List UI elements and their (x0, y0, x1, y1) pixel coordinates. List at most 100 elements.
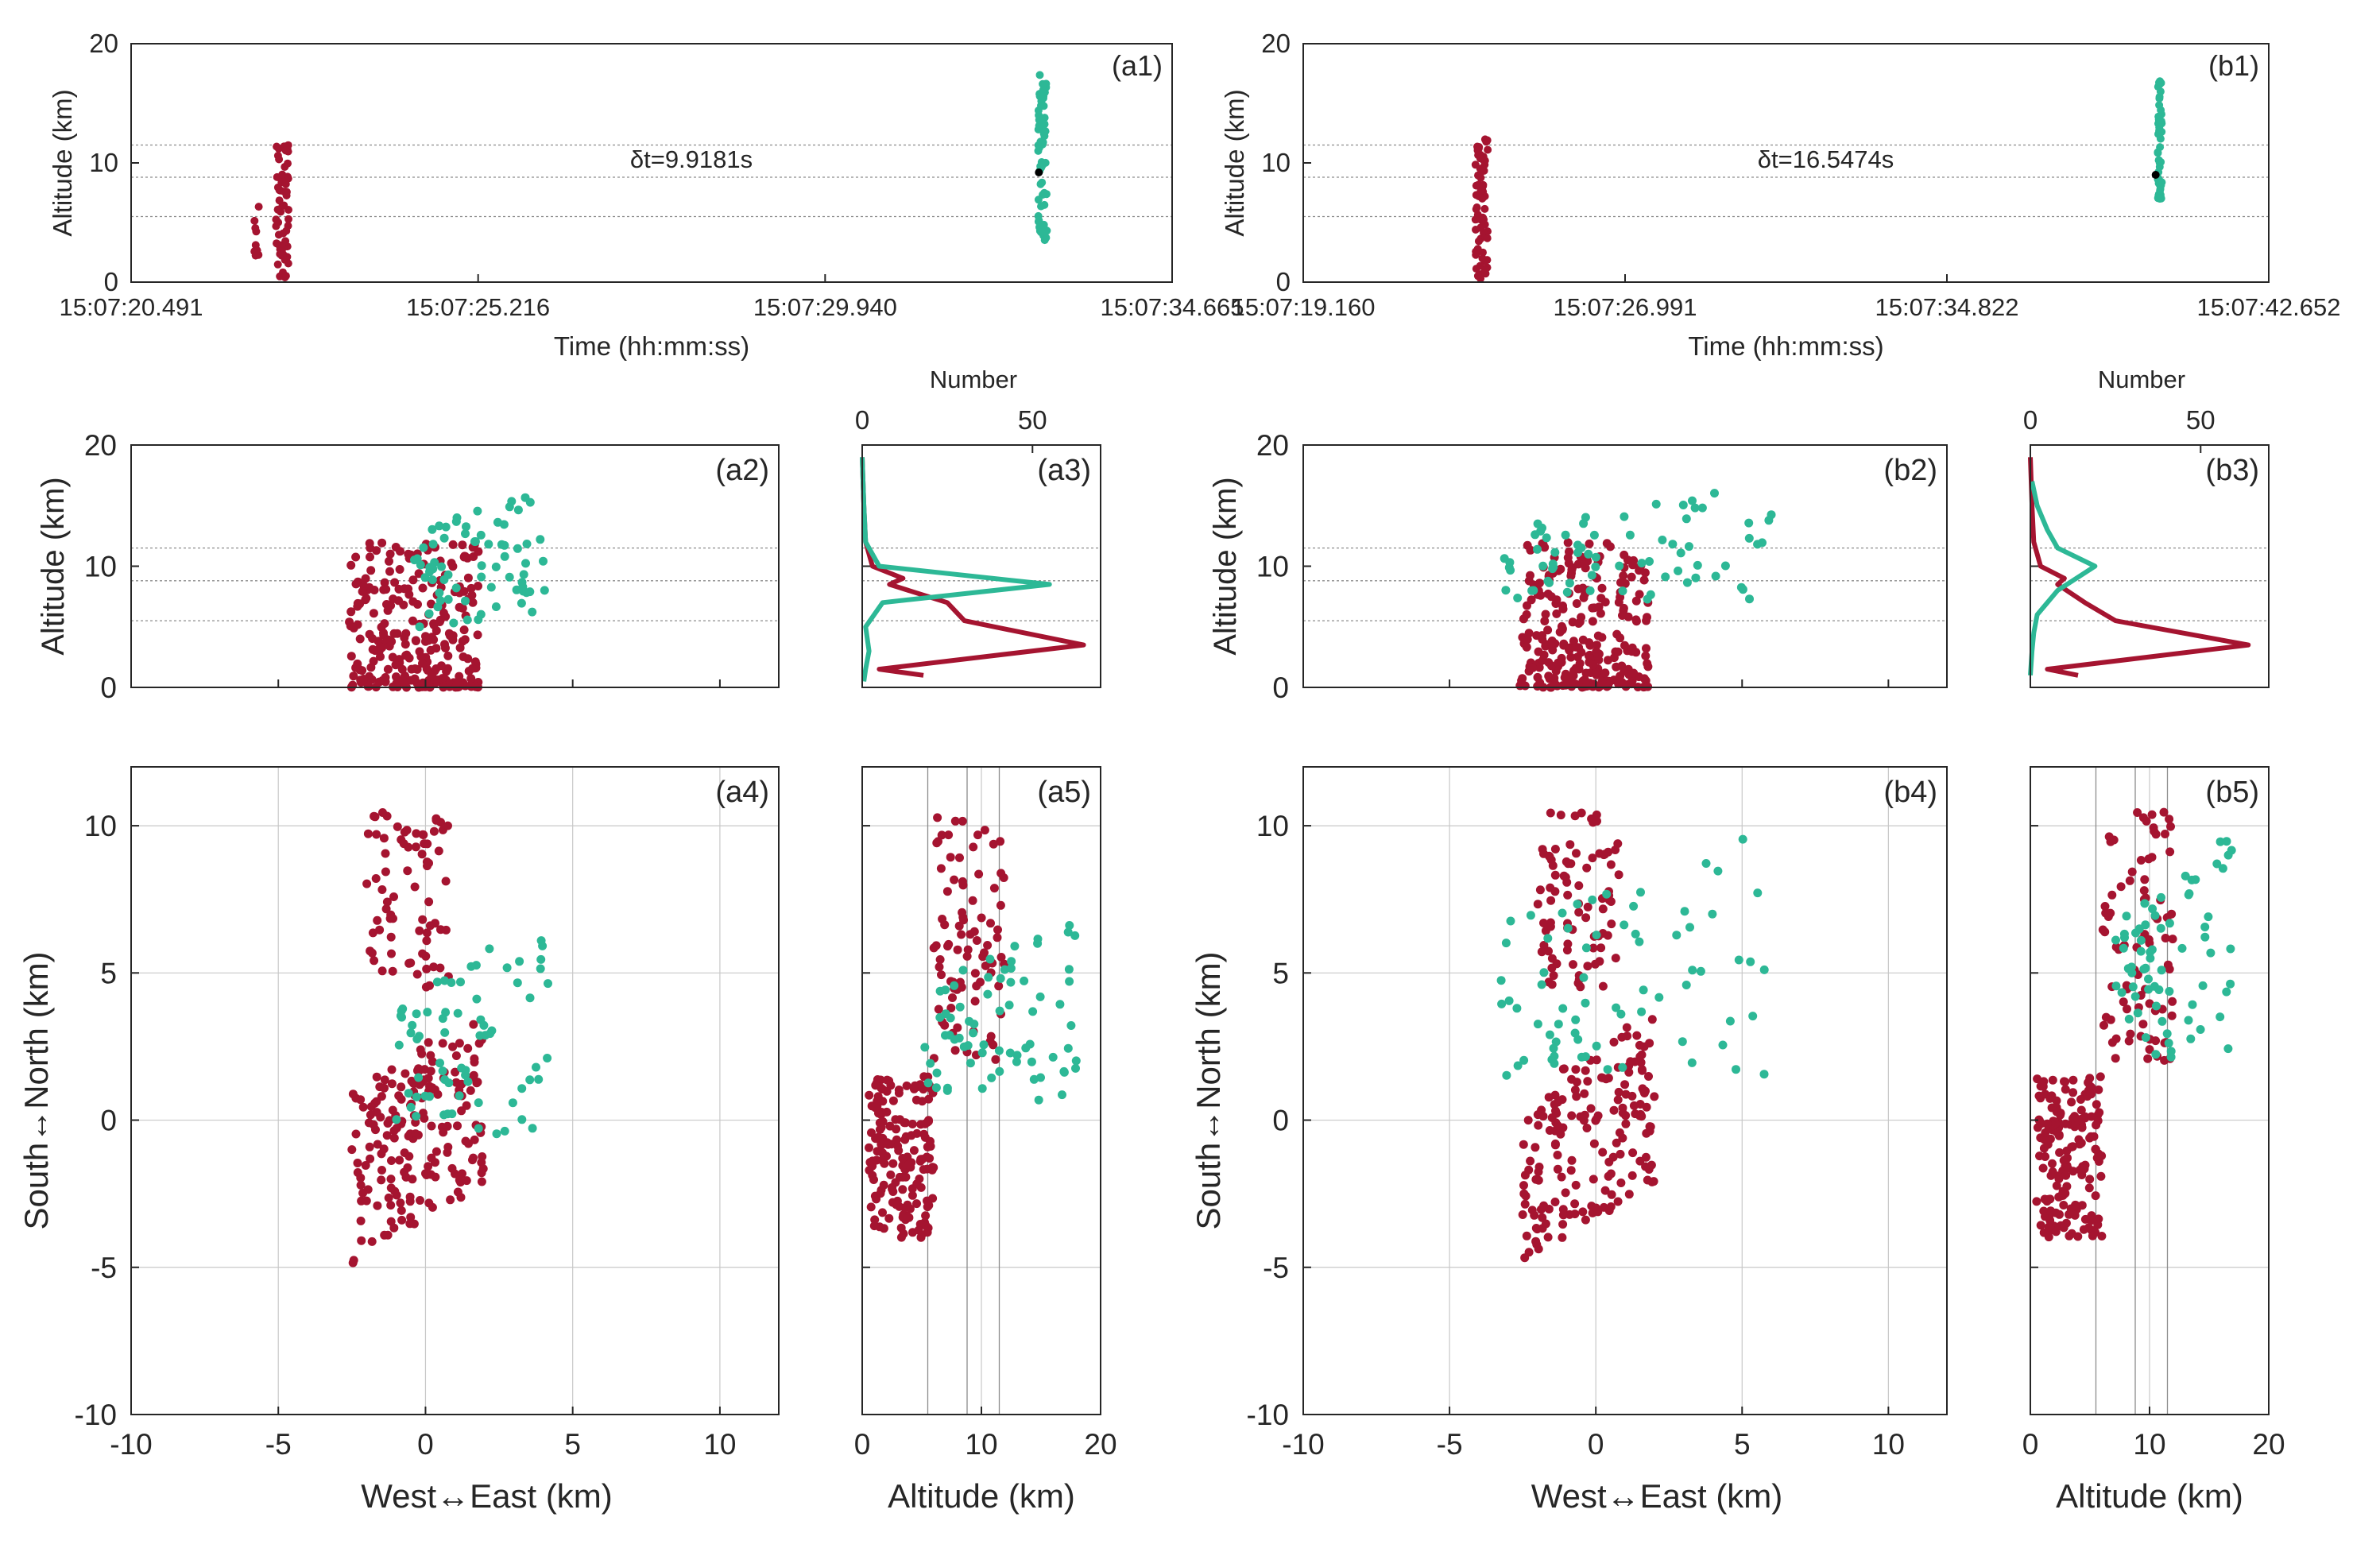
source-point-green (1035, 216, 1043, 225)
y-axis-label: Altitude (km) (36, 477, 71, 656)
source-point-green (1021, 1043, 1031, 1053)
source-point-red (1596, 594, 1606, 603)
source-point-green (1639, 985, 1648, 995)
source-point-green (1589, 530, 1599, 540)
source-point-red (1619, 571, 1628, 580)
source-point-red (349, 1256, 358, 1265)
source-point-red (1620, 1080, 1630, 1089)
source-point-red (868, 1156, 877, 1166)
source-point-green (1070, 931, 1080, 940)
source-point-red (385, 567, 394, 576)
source-point-green (517, 598, 526, 608)
source-point-red (888, 1159, 898, 1168)
source-point-green (1587, 571, 1596, 580)
source-point-red (463, 1043, 473, 1053)
source-point-red (895, 1115, 904, 1124)
source-point-red (870, 1215, 880, 1225)
source-point-red (2166, 822, 2175, 831)
source-point-red (254, 203, 263, 211)
source-point-green (515, 957, 524, 966)
source-point-red (882, 1107, 892, 1117)
x-tick-label: -10 (1282, 1428, 1324, 1461)
source-point-red (911, 1095, 921, 1105)
source-point-green (2117, 988, 2127, 997)
source-point-red (2073, 1115, 2083, 1124)
source-point-red (1604, 1171, 1613, 1181)
source-point-red (1524, 576, 1534, 586)
source-point-red (425, 981, 434, 990)
source-point-red (1591, 959, 1600, 969)
source-point-red (405, 1219, 415, 1229)
source-point-red (2125, 876, 2134, 885)
source-point-red (986, 919, 995, 928)
source-point-green (513, 544, 522, 553)
source-point-green (1592, 931, 1601, 940)
source-point-green (987, 1073, 997, 1082)
source-point-green (2200, 923, 2210, 931)
source-point-red (406, 958, 416, 968)
source-point-green (2223, 850, 2233, 860)
source-point-red (351, 552, 361, 562)
source-point-red (2111, 1054, 2120, 1063)
source-point-red (935, 962, 944, 972)
source-point-green (1058, 1090, 1066, 1100)
source-point-green (2130, 992, 2140, 1001)
source-point-green (1612, 1003, 1621, 1012)
source-point-red (1577, 808, 1586, 818)
x-tick-label: 15:07:19.160 (1231, 293, 1375, 321)
source-point-red (1603, 931, 1612, 940)
source-point-red (1533, 900, 1542, 909)
source-point-green (2144, 974, 2153, 984)
source-point-red (417, 850, 427, 859)
source-point-red (884, 1076, 894, 1086)
source-point-green (2191, 875, 2200, 884)
source-point-red (353, 1159, 362, 1167)
source-point-red (916, 1182, 926, 1192)
source-point-red (443, 821, 452, 830)
source-point-red (1538, 1112, 1548, 1121)
source-point-green (525, 993, 535, 1003)
source-point-green (1631, 929, 1640, 939)
source-point-green (1545, 1030, 1554, 1039)
source-point-green (1592, 1041, 1601, 1051)
source-point-red (983, 941, 993, 950)
source-point-red (405, 1192, 415, 1202)
source-point-red (1552, 1109, 1562, 1118)
source-point-red (878, 1208, 887, 1217)
source-point-green (462, 615, 472, 625)
source-point-red (1534, 1167, 1543, 1177)
source-point-red (1650, 1092, 1659, 1101)
source-point-green (513, 978, 522, 988)
source-point-red (400, 633, 409, 642)
x-tick-label: -5 (265, 1428, 292, 1461)
source-point-red (2061, 1119, 2070, 1128)
source-point-red (1579, 593, 1589, 602)
source-point-green (435, 521, 444, 531)
x-tick-label: 0 (2022, 1428, 2039, 1461)
source-point-green (2188, 1000, 2197, 1009)
x-tick-label: 50 (2186, 405, 2216, 435)
source-point-red (357, 1236, 366, 1245)
source-point-green (1658, 536, 1667, 544)
source-point-red (1601, 1074, 1611, 1084)
source-point-green (1625, 530, 1635, 540)
source-point-red (375, 925, 385, 935)
source-point-red (428, 1057, 437, 1066)
source-point-red (373, 915, 382, 925)
source-point-red (2068, 1088, 2078, 1097)
source-point-red (2061, 1171, 2071, 1180)
source-point-red (2091, 1191, 2100, 1201)
histogram-line-red (2028, 457, 2251, 678)
source-point-green (1005, 1048, 1015, 1058)
source-point-red (1535, 885, 1545, 895)
source-point-red (1624, 1190, 1634, 1199)
source-point-red (1539, 919, 1548, 927)
source-point-red (2139, 886, 2149, 896)
source-point-green (1035, 111, 1043, 119)
source-point-red (377, 1175, 386, 1185)
source-point-red (873, 1092, 883, 1101)
source-point-red (448, 635, 458, 644)
panel-b5: 0 10 20 Altitude (km) (b5) (2022, 766, 2285, 1515)
source-point-green (1543, 576, 1553, 586)
